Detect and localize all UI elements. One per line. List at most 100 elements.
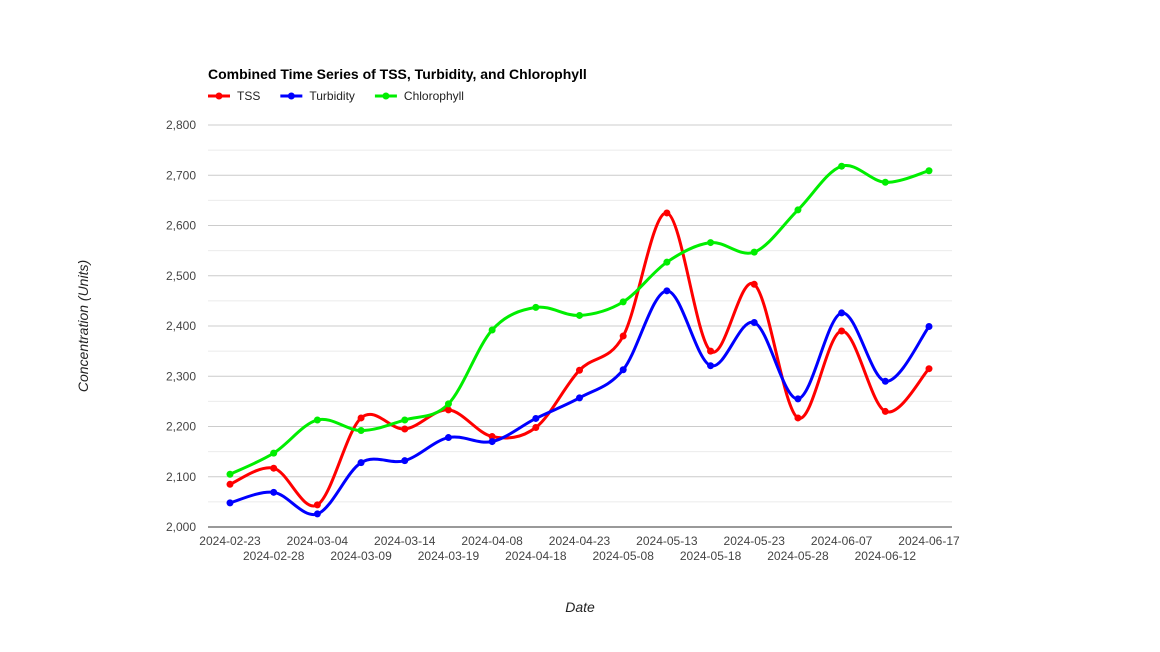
data-point-turbidity	[313, 510, 321, 518]
data-point-turbidity	[444, 434, 452, 442]
grid	[208, 124, 952, 528]
x-axis-title: Date	[565, 599, 595, 615]
x-tick-label: 2024-05-08	[592, 549, 654, 563]
x-tick-label: 2024-03-19	[418, 549, 480, 563]
data-point-turbidity	[270, 488, 278, 496]
x-tick-label: 2024-03-04	[287, 534, 349, 548]
data-point-turbidity	[881, 377, 889, 385]
data-point-turbidity	[750, 318, 758, 326]
series-line-turbidity	[228, 289, 931, 516]
data-point-turbidity	[794, 395, 802, 403]
data-point-tss	[663, 209, 671, 217]
data-point-turbidity	[838, 309, 846, 317]
y-tick-label: 2,700	[166, 168, 196, 182]
data-point-chlorophyll	[619, 298, 627, 306]
data-point-tss	[881, 407, 889, 415]
data-point-tss	[794, 414, 802, 422]
x-tick-label: 2024-06-07	[811, 534, 873, 548]
data-point-turbidity	[619, 366, 627, 374]
data-point-tss	[226, 480, 234, 488]
data-point-chlorophyll	[357, 427, 365, 435]
legend-item-turbidity: Turbidity	[280, 89, 355, 103]
data-point-chlorophyll	[707, 239, 715, 247]
legend-item-chlorophyll: Chlorophyll	[374, 89, 464, 103]
y-tick-label: 2,100	[166, 470, 196, 484]
data-point-chlorophyll	[226, 470, 234, 478]
legend-label-chlorophyll: Chlorophyll	[404, 89, 464, 103]
data-point-chlorophyll	[532, 303, 540, 311]
data-point-chlorophyll	[838, 162, 846, 170]
y-axis-ticks: 2,000 2,100 2,200 2,300 2,400 2,500 2,600 2,700…	[166, 118, 196, 534]
data-point-tss	[619, 332, 627, 340]
y-tick-label: 2,300	[166, 369, 196, 383]
data-point-tss	[401, 425, 409, 433]
data-point-chlorophyll	[270, 449, 278, 457]
data-point-tss	[925, 365, 933, 373]
data-point-tss	[270, 464, 278, 472]
data-point-chlorophyll	[444, 400, 452, 408]
data-point-turbidity	[707, 362, 715, 370]
data-point-tss	[838, 327, 846, 335]
data-point-chlorophyll	[881, 178, 889, 186]
data-point-tss	[707, 347, 715, 355]
legend-marker-turbidity	[287, 92, 295, 100]
legend-marker-chlorophyll	[382, 92, 390, 100]
series-line-chlorophyll	[228, 164, 931, 476]
data-point-tss	[532, 424, 540, 432]
x-tick-label: 2024-05-28	[767, 549, 829, 563]
x-tick-label: 2024-06-17	[898, 534, 960, 548]
data-point-turbidity	[226, 499, 234, 507]
data-point-tss	[750, 280, 758, 288]
data-point-tss	[357, 414, 365, 422]
data-point-chlorophyll	[576, 311, 583, 319]
data-point-chlorophyll	[750, 248, 758, 256]
chart-title: Combined Time Series of TSS, Turbidity, …	[208, 66, 587, 82]
x-tick-label: 2024-04-08	[461, 534, 523, 548]
data-point-turbidity	[663, 287, 671, 295]
x-tick-label: 2024-06-12	[855, 549, 917, 563]
x-tick-label: 2024-05-13	[636, 534, 698, 548]
x-tick-label: 2024-05-18	[680, 549, 742, 563]
y-tick-label: 2,800	[166, 118, 196, 132]
data-point-turbidity	[576, 394, 583, 402]
y-axis-title: Concentration (Units)	[75, 260, 91, 392]
legend-marker-tss	[215, 92, 223, 100]
x-tick-label: 2024-04-18	[505, 549, 567, 563]
y-tick-label: 2,000	[166, 520, 196, 534]
x-tick-label: 2024-04-23	[549, 534, 611, 548]
data-point-chlorophyll	[925, 167, 933, 175]
data-point-tss	[488, 433, 496, 441]
x-tick-label: 2024-02-23	[199, 534, 261, 548]
legend-item-tss: TSS	[208, 89, 260, 103]
data-point-chlorophyll	[488, 326, 496, 334]
x-axis-ticks: 2024-02-232024-02-282024-03-042024-03-09…	[199, 534, 960, 563]
data-point-turbidity	[357, 459, 365, 467]
data-point-turbidity	[401, 457, 409, 465]
data-point-chlorophyll	[794, 206, 802, 214]
data-point-chlorophyll	[663, 258, 671, 266]
data-point-turbidity	[925, 323, 933, 331]
legend-label-tss: TSS	[237, 89, 260, 103]
legend: TSS Turbidity Chlorophyll	[208, 89, 464, 103]
data-point-tss	[313, 501, 321, 509]
data-point-chlorophyll	[401, 416, 409, 424]
data-point-chlorophyll	[313, 416, 321, 424]
y-tick-label: 2,400	[166, 319, 196, 333]
data-point-turbidity	[488, 438, 496, 446]
data-point-tss	[444, 406, 452, 414]
x-tick-label: 2024-02-28	[243, 549, 305, 563]
y-tick-label: 2,600	[166, 219, 196, 233]
series-points	[226, 162, 933, 518]
x-tick-label: 2024-03-14	[374, 534, 436, 548]
x-tick-label: 2024-05-23	[724, 534, 786, 548]
legend-label-turbidity: Turbidity	[309, 89, 355, 103]
series-line-tss	[228, 211, 931, 508]
series-lines	[228, 164, 931, 516]
y-tick-label: 2,200	[166, 420, 196, 434]
y-tick-label: 2,500	[166, 269, 196, 283]
data-point-tss	[576, 366, 583, 374]
data-point-turbidity	[532, 414, 540, 422]
x-tick-label: 2024-03-09	[330, 549, 392, 563]
